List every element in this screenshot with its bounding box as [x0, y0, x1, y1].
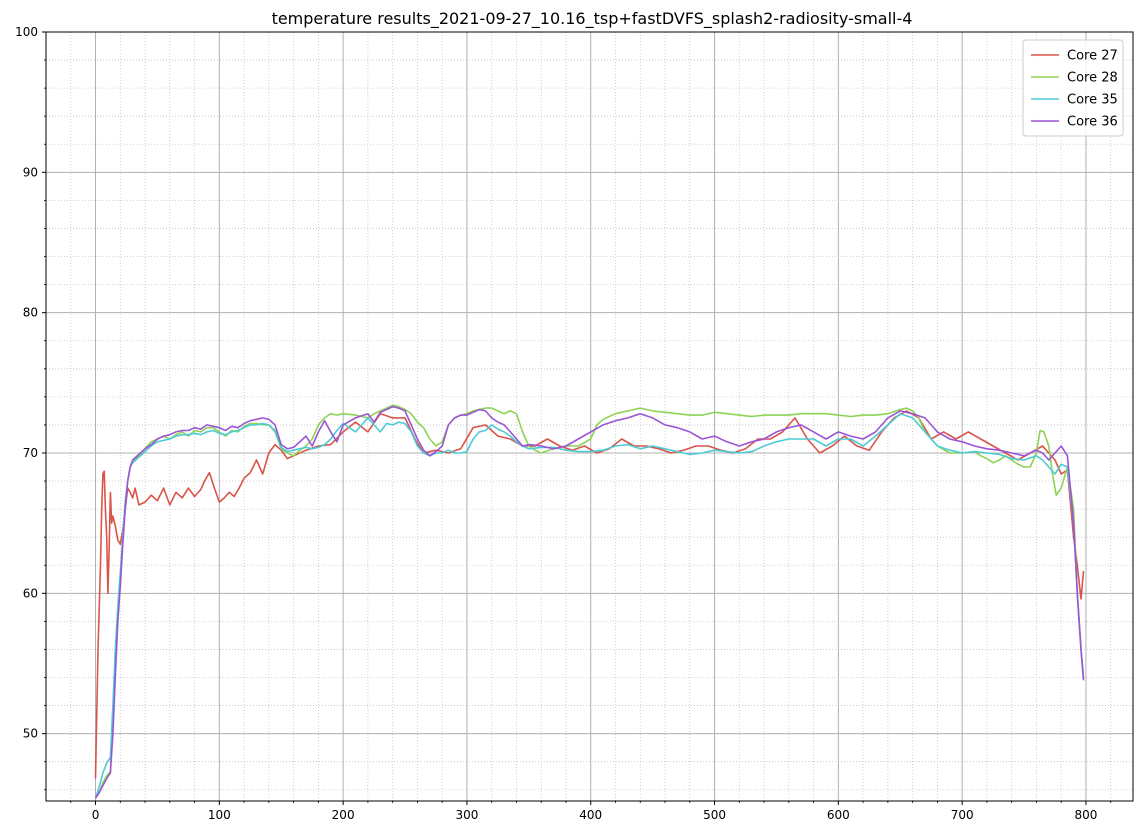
- y-tick-label: 50: [23, 727, 38, 741]
- x-tick-label: 100: [208, 808, 231, 822]
- y-tick-label: 60: [23, 586, 38, 600]
- series-line-core-28: [94, 404, 1085, 799]
- y-tick-label: 70: [23, 446, 38, 460]
- x-tick-label: 200: [332, 808, 355, 822]
- series-line-core-35: [94, 412, 1085, 799]
- legend: Core 27 Core 28 Core 35 Core 36: [1022, 39, 1124, 137]
- series-line-core-36: [94, 405, 1085, 799]
- x-tick-label: 300: [455, 808, 478, 822]
- series-layer: [94, 404, 1085, 799]
- y-tick-label: 90: [23, 165, 38, 179]
- x-tick-label: 700: [951, 808, 974, 822]
- minor-grid: [46, 32, 1133, 801]
- x-tick-label: 800: [1075, 808, 1098, 822]
- legend-box: [1022, 39, 1124, 137]
- legend-label: Core 35: [1067, 93, 1118, 108]
- plot-frame: [45, 31, 1134, 802]
- y-tick-label: 80: [23, 306, 38, 320]
- axis-ticks: 0 100 200 300 400 500 600 700 800 50 60 70 80 90 100: [15, 25, 1112, 822]
- chart-title: temperature results_2021-09-27_10.16_tsp…: [272, 9, 913, 29]
- x-tick-label: 500: [703, 808, 726, 822]
- legend-label: Core 28: [1067, 71, 1118, 86]
- x-tick-label: 600: [827, 808, 850, 822]
- y-tick-label: 100: [15, 25, 38, 39]
- x-tick-label: 0: [92, 808, 100, 822]
- legend-label: Core 27: [1067, 49, 1118, 64]
- legend-label: Core 36: [1067, 115, 1118, 130]
- x-tick-label: 400: [579, 808, 602, 822]
